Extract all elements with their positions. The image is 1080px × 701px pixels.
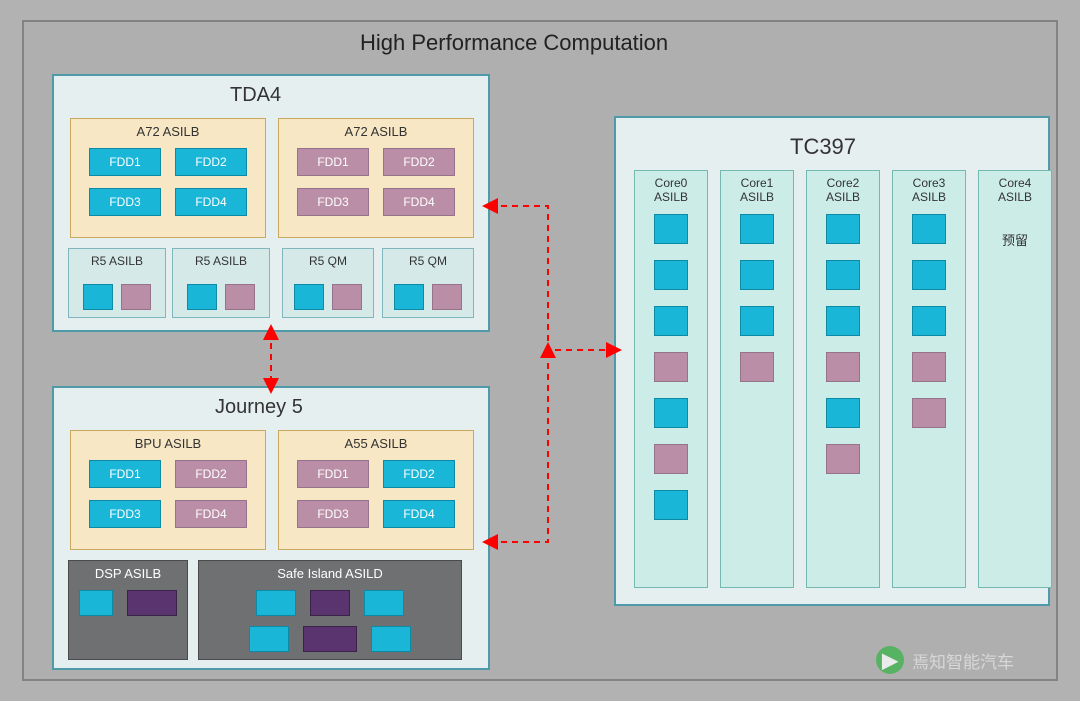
tc397-col-2-cell-0 <box>826 214 860 244</box>
tc397-col-0-cell-1 <box>654 260 688 290</box>
tda4-r5-3-chip-1 <box>432 284 462 310</box>
tc397-col-3-label: Core3 ASILB <box>892 176 966 204</box>
watermark-text: 焉知智能汽车 <box>912 648 1014 673</box>
tda4-r5-1-chip-0 <box>187 284 217 310</box>
tc397-col-2-cell-4 <box>826 398 860 428</box>
tda4-a72-1-chip-3: FDD4 <box>383 188 455 216</box>
tc397-col-2-cell-1 <box>826 260 860 290</box>
tc397-panel-title: TC397 <box>790 134 856 160</box>
tc397-col-2-cell-5 <box>826 444 860 474</box>
tc397-col-0-cell-2 <box>654 306 688 336</box>
tda4-r5-0-chip-1 <box>121 284 151 310</box>
j5-top-0-chip-1: FDD2 <box>175 460 247 488</box>
j5-bot-0-r0-c1 <box>127 590 177 616</box>
tc397-col-0-cell-0 <box>654 214 688 244</box>
j5-bot-0-r0-c0 <box>79 590 113 616</box>
tc397-col-2-cell-3 <box>826 352 860 382</box>
tda4-a72-1-chip-1: FDD2 <box>383 148 455 176</box>
tda4-r5-1-chip-1 <box>225 284 255 310</box>
tda4-r5-3-label: R5 QM <box>382 254 474 268</box>
tda4-r5-2-label: R5 QM <box>282 254 374 268</box>
tda4-r5-2-chip-1 <box>332 284 362 310</box>
tc397-col-2-cell-2 <box>826 306 860 336</box>
tc397-col-1-label: Core1 ASILB <box>720 176 794 204</box>
tc397-col-3-cell-3 <box>912 352 946 382</box>
tc397-col-4-label: Core4 ASILB <box>978 176 1052 204</box>
j5-top-0-label: BPU ASILB <box>70 436 266 451</box>
tc397-col-0-cell-5 <box>654 444 688 474</box>
tc397-col-1-cell-2 <box>740 306 774 336</box>
j5-panel-title: Journey 5 <box>215 396 303 419</box>
j5-top-1-label: A55 ASILB <box>278 436 474 451</box>
tda4-a72-1-chip-0: FDD1 <box>297 148 369 176</box>
tda4-a72-0-chip-1: FDD2 <box>175 148 247 176</box>
tda4-panel-title: TDA4 <box>230 84 281 107</box>
j5-bot-0-label: DSP ASILB <box>68 566 188 581</box>
j5-bot-1-r1-c2 <box>371 626 411 652</box>
tc397-col-0-cell-4 <box>654 398 688 428</box>
tc397-col-3-cell-1 <box>912 260 946 290</box>
tc397-col-0-cell-6 <box>654 490 688 520</box>
tda4-r5-1-label: R5 ASILB <box>172 254 270 268</box>
diagram-stage: High Performance Computation TDA4 A72 ASIL… <box>0 0 1080 701</box>
j5-top-0-chip-2: FDD3 <box>89 500 161 528</box>
tda4-a72-1-chip-2: FDD3 <box>297 188 369 216</box>
tda4-a72-0-chip-2: FDD3 <box>89 188 161 216</box>
j5-top-1-chip-3: FDD4 <box>383 500 455 528</box>
j5-bot-1-r0-c2 <box>364 590 404 616</box>
tda4-a72-1-label: A72 ASILB <box>278 124 474 139</box>
wechat-icon: ▶ <box>876 646 904 674</box>
j5-top-0-chip-0: FDD1 <box>89 460 161 488</box>
j5-top-0-chip-3: FDD4 <box>175 500 247 528</box>
tc397-col-3-cell-2 <box>912 306 946 336</box>
j5-bot-1-r0-c0 <box>256 590 296 616</box>
tc397-col-3-cell-4 <box>912 398 946 428</box>
j5-bot-1-r0-c1 <box>310 590 350 616</box>
watermark: ▶ 焉知智能汽车 <box>876 646 1014 674</box>
tc397-col-2-label: Core2 ASILB <box>806 176 880 204</box>
tc397-col-1-cell-0 <box>740 214 774 244</box>
tda4-r5-3-chip-0 <box>394 284 424 310</box>
tda4-a72-0-label: A72 ASILB <box>70 124 266 139</box>
j5-top-1-chip-0: FDD1 <box>297 460 369 488</box>
tda4-a72-0-chip-3: FDD4 <box>175 188 247 216</box>
j5-top-1-chip-2: FDD3 <box>297 500 369 528</box>
j5-top-1-chip-1: FDD2 <box>383 460 455 488</box>
tc397-col-1-cell-3 <box>740 352 774 382</box>
tda4-a72-0-chip-0: FDD1 <box>89 148 161 176</box>
tda4-r5-0-chip-0 <box>83 284 113 310</box>
tc397-col-3-cell-0 <box>912 214 946 244</box>
tc397-col-1-cell-1 <box>740 260 774 290</box>
j5-bot-1-r1-c0 <box>249 626 289 652</box>
tc397-col-0-cell-3 <box>654 352 688 382</box>
tda4-r5-2-chip-0 <box>294 284 324 310</box>
j5-bot-1-label: Safe Island ASILD <box>198 566 462 581</box>
tda4-r5-0-label: R5 ASILB <box>68 254 166 268</box>
tc397-col-4-reserve: 预留 <box>978 230 1052 249</box>
main-title: High Performance Computation <box>360 30 668 56</box>
j5-bot-1-r1-c1 <box>303 626 357 652</box>
tc397-col-0-label: Core0 ASILB <box>634 176 708 204</box>
